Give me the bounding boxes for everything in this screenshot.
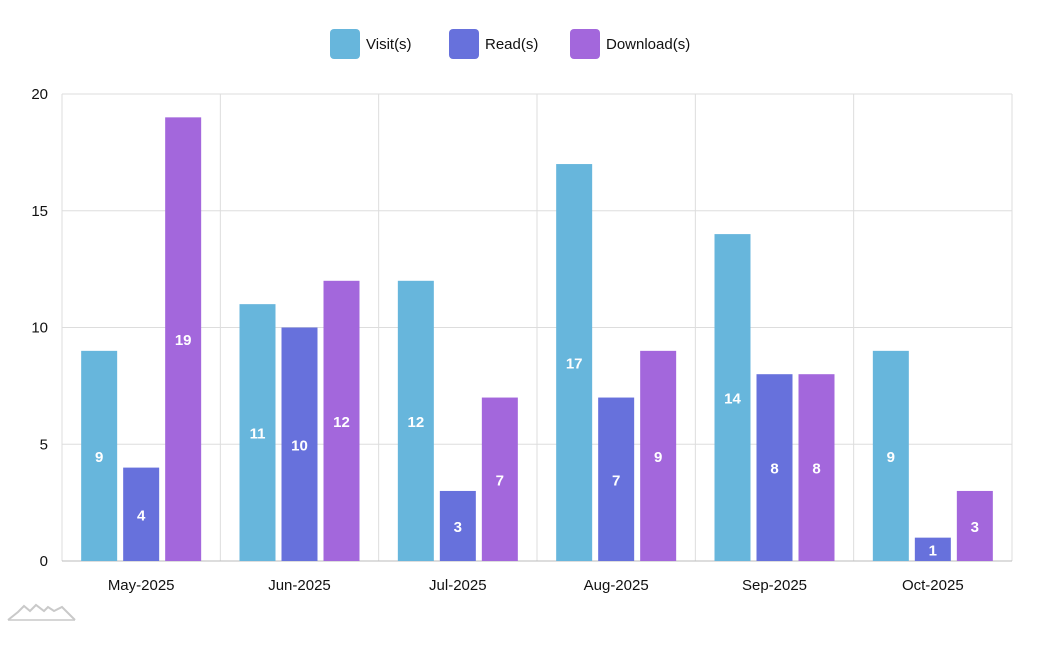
bars: 9 4 19 11 10 12 12 3 7 17 7 9 14 8 8 9 1 3 bbox=[81, 117, 993, 562]
legend-swatch bbox=[330, 29, 360, 59]
y-tick-label: 15 bbox=[31, 203, 48, 220]
data-label: 7 bbox=[612, 472, 620, 489]
legend-swatch bbox=[449, 29, 479, 59]
bar-visits-oct-2025[interactable] bbox=[872, 350, 909, 561]
legend-label: Visit(s) bbox=[366, 36, 412, 53]
x-tick-label: Sep-2025 bbox=[742, 577, 807, 594]
bar-visits-may-2025[interactable] bbox=[81, 350, 118, 561]
data-label: 8 bbox=[812, 461, 820, 478]
y-tick-label: 10 bbox=[31, 320, 48, 337]
data-label: 12 bbox=[333, 414, 350, 431]
legend-label: Download(s) bbox=[606, 36, 690, 53]
bar-downloads-aug-2025[interactable] bbox=[640, 350, 677, 561]
x-tick-label: May-2025 bbox=[108, 577, 175, 594]
data-label: 11 bbox=[250, 426, 266, 443]
bar-reads-aug-2025[interactable] bbox=[598, 397, 635, 561]
data-label: 3 bbox=[971, 519, 979, 536]
bar-downloads-jul-2025[interactable] bbox=[481, 397, 518, 561]
legend-item-downloads[interactable]: Download(s) bbox=[570, 29, 690, 59]
bar-downloads-oct-2025[interactable] bbox=[956, 490, 993, 561]
bar-visits-jun-2025[interactable] bbox=[239, 304, 276, 561]
x-tick-label: Aug-2025 bbox=[584, 577, 649, 594]
bar-downloads-jun-2025[interactable] bbox=[323, 280, 360, 561]
y-tick-label: 5 bbox=[40, 436, 48, 453]
bar-visits-jul-2025[interactable] bbox=[397, 280, 434, 561]
y-tick-label: 0 bbox=[40, 553, 48, 570]
x-axis: May-2025 Jun-2025 Jul-2025 Aug-2025 Sep-2025… bbox=[108, 577, 964, 594]
data-label: 9 bbox=[654, 449, 662, 466]
legend-item-visits[interactable]: Visit(s) bbox=[330, 29, 412, 59]
data-label: 9 bbox=[95, 449, 103, 466]
data-label: 12 bbox=[407, 414, 424, 431]
x-tick-label: Oct-2025 bbox=[902, 577, 964, 594]
data-label: 10 bbox=[291, 437, 308, 454]
data-label: 14 bbox=[724, 391, 741, 408]
y-tick-label: 20 bbox=[31, 86, 48, 103]
grid bbox=[61, 93, 1013, 562]
x-tick-label: Jul-2025 bbox=[429, 577, 487, 594]
bar-reads-oct-2025[interactable] bbox=[914, 537, 951, 561]
bar-downloads-sep-2025[interactable] bbox=[798, 374, 835, 561]
data-label: 7 bbox=[496, 472, 504, 489]
y-axis: 0 5 10 15 20 bbox=[31, 86, 48, 570]
bar-visits-sep-2025[interactable] bbox=[714, 234, 751, 561]
data-label: 17 bbox=[566, 356, 583, 373]
data-label: 4 bbox=[137, 507, 146, 524]
bar-reads-jun-2025[interactable] bbox=[281, 327, 318, 562]
data-label: 19 bbox=[175, 332, 192, 349]
bar-downloads-may-2025[interactable] bbox=[165, 117, 202, 561]
bar-reads-may-2025[interactable] bbox=[123, 467, 160, 561]
x-tick-label: Jun-2025 bbox=[268, 577, 331, 594]
data-label: 3 bbox=[454, 519, 462, 536]
data-label: 1 bbox=[929, 542, 937, 559]
legend-item-reads[interactable]: Read(s) bbox=[449, 29, 538, 59]
legend-label: Read(s) bbox=[485, 36, 538, 53]
bar-reads-jul-2025[interactable] bbox=[439, 490, 476, 561]
amcharts-logo-icon bbox=[7, 603, 76, 621]
bar-visits-aug-2025[interactable] bbox=[556, 164, 593, 562]
legend: Visit(s) Read(s) Download(s) bbox=[330, 29, 690, 59]
legend-swatch bbox=[570, 29, 600, 59]
data-label: 9 bbox=[887, 449, 895, 466]
data-label: 8 bbox=[770, 461, 778, 478]
bar-reads-sep-2025[interactable] bbox=[756, 374, 793, 561]
